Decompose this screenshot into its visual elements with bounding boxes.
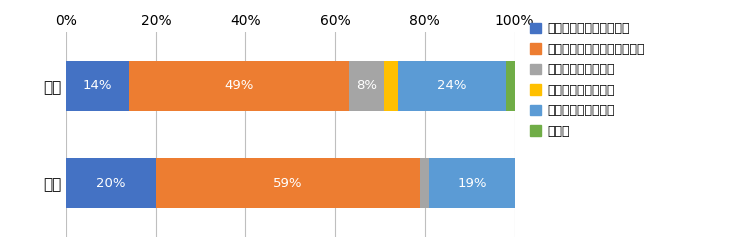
Bar — [66, 158, 156, 208]
Text: 8%: 8% — [356, 79, 377, 92]
Text: 24%: 24% — [437, 79, 467, 92]
Text: 14%: 14% — [83, 79, 112, 92]
Bar — [384, 61, 398, 111]
Bar — [420, 158, 429, 208]
Legend: 絶対大手企業に行きたい, できれば大手企業に行きたい, 中堅企業に行きたい, 中小企業に行きたい, 企業規模は問わない, その他: 絶対大手企業に行きたい, できれば大手企業に行きたい, 中堅企業に行きたい, 中… — [530, 22, 645, 138]
Bar — [429, 158, 514, 208]
Bar — [398, 61, 506, 111]
Bar — [129, 61, 348, 111]
Text: 59%: 59% — [273, 177, 303, 189]
Bar — [348, 61, 384, 111]
Text: 20%: 20% — [96, 177, 126, 189]
Text: 19%: 19% — [457, 177, 487, 189]
Bar — [506, 61, 514, 111]
Bar — [156, 158, 420, 208]
Text: 49%: 49% — [224, 79, 254, 92]
Bar — [66, 61, 129, 111]
